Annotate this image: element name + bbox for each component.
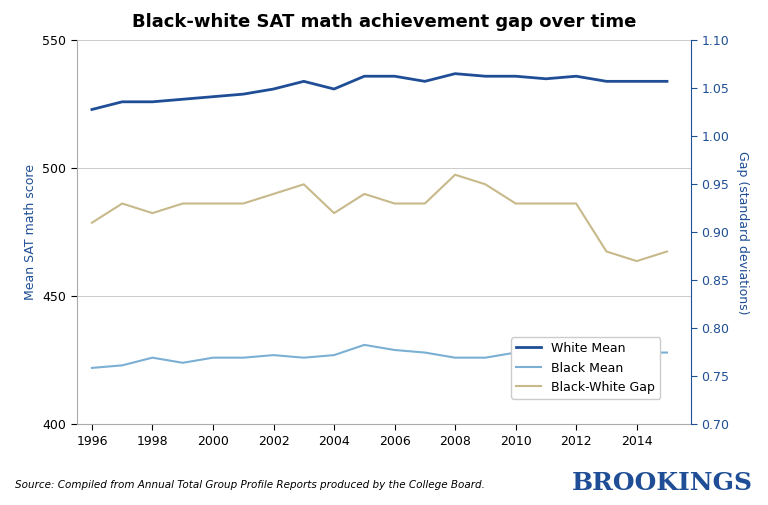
White Mean bbox=[541, 76, 551, 82]
Black Mean bbox=[571, 349, 581, 356]
Black Mean bbox=[602, 347, 611, 353]
Black-White Gap bbox=[148, 210, 157, 216]
White Mean bbox=[390, 73, 399, 79]
White Mean bbox=[359, 73, 369, 79]
Black-White Gap bbox=[269, 191, 278, 197]
White Mean bbox=[239, 91, 248, 97]
White Mean bbox=[118, 99, 127, 105]
Black Mean bbox=[390, 347, 399, 353]
Black-White Gap bbox=[88, 220, 97, 226]
White Mean bbox=[329, 86, 339, 92]
Black Mean bbox=[451, 355, 460, 361]
Black-White Gap bbox=[420, 200, 429, 207]
Legend: White Mean, Black Mean, Black-White Gap: White Mean, Black Mean, Black-White Gap bbox=[511, 337, 660, 399]
Line: Black Mean: Black Mean bbox=[92, 345, 667, 368]
Black-White Gap bbox=[118, 200, 127, 207]
White Mean bbox=[88, 107, 97, 113]
Black Mean bbox=[481, 355, 490, 361]
Black Mean bbox=[632, 349, 641, 356]
White Mean bbox=[602, 78, 611, 84]
Y-axis label: Gap (standard deviations): Gap (standard deviations) bbox=[736, 150, 749, 314]
Black Mean bbox=[208, 355, 217, 361]
Black-White Gap bbox=[178, 200, 187, 207]
Black Mean bbox=[239, 355, 248, 361]
White Mean bbox=[451, 71, 460, 77]
Black Mean bbox=[662, 349, 671, 356]
Black-White Gap bbox=[390, 200, 399, 207]
White Mean bbox=[511, 73, 520, 79]
Black Mean bbox=[359, 342, 369, 348]
Text: BROOKINGS: BROOKINGS bbox=[571, 471, 753, 495]
Black-White Gap bbox=[662, 248, 671, 255]
Black Mean bbox=[148, 355, 157, 361]
Black Mean bbox=[300, 355, 309, 361]
Black Mean bbox=[420, 349, 429, 356]
Black Mean bbox=[269, 352, 278, 358]
White Mean bbox=[178, 96, 187, 103]
Title: Black-white SAT math achievement gap over time: Black-white SAT math achievement gap ove… bbox=[132, 13, 636, 30]
Black-White Gap bbox=[208, 200, 217, 207]
White Mean bbox=[662, 78, 671, 84]
White Mean bbox=[300, 78, 309, 84]
Black Mean bbox=[541, 352, 551, 358]
White Mean bbox=[571, 73, 581, 79]
Black-White Gap bbox=[329, 210, 339, 216]
White Mean bbox=[420, 78, 429, 84]
White Mean bbox=[269, 86, 278, 92]
Black Mean bbox=[118, 362, 127, 368]
White Mean bbox=[208, 93, 217, 99]
Black-White Gap bbox=[451, 172, 460, 178]
Y-axis label: Mean SAT math score: Mean SAT math score bbox=[24, 164, 37, 300]
Black-White Gap bbox=[359, 191, 369, 197]
Black Mean bbox=[329, 352, 339, 358]
Text: Source: Compiled from Annual Total Group Profile Reports produced by the College: Source: Compiled from Annual Total Group… bbox=[15, 480, 485, 490]
Black Mean bbox=[88, 365, 97, 371]
Black-White Gap bbox=[239, 200, 248, 207]
Black Mean bbox=[511, 349, 520, 356]
Black-White Gap bbox=[571, 200, 581, 207]
Black-White Gap bbox=[632, 258, 641, 264]
White Mean bbox=[632, 78, 641, 84]
Black-White Gap bbox=[602, 248, 611, 255]
Black-White Gap bbox=[481, 181, 490, 187]
Line: Black-White Gap: Black-White Gap bbox=[92, 175, 667, 261]
White Mean bbox=[148, 99, 157, 105]
Line: White Mean: White Mean bbox=[92, 74, 667, 110]
Black Mean bbox=[178, 360, 187, 366]
Black-White Gap bbox=[541, 200, 551, 207]
White Mean bbox=[481, 73, 490, 79]
Black-White Gap bbox=[300, 181, 309, 187]
Black-White Gap bbox=[511, 200, 520, 207]
